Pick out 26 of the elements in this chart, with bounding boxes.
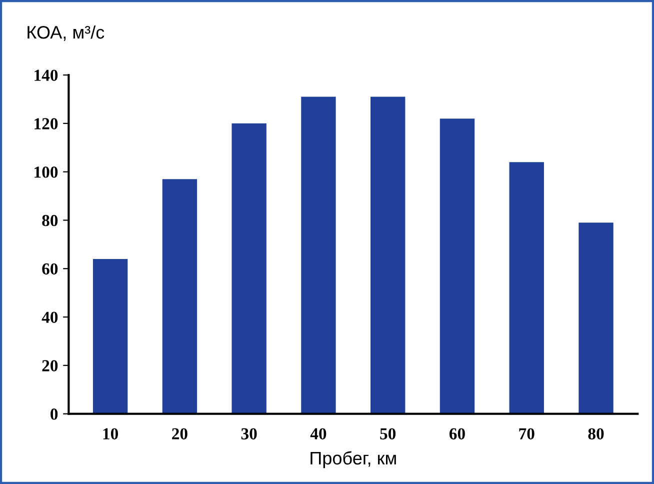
y-axis-title: КОА, м³/с — [28, 25, 104, 41]
x-tick-label: 60 — [449, 428, 465, 440]
bar — [509, 162, 544, 414]
bar — [232, 123, 266, 414]
y-tick-label: 40 — [42, 312, 58, 323]
x-tick-label: 20 — [172, 428, 188, 440]
x-tick-label: 40 — [310, 428, 326, 440]
x-tick-label: 10 — [103, 428, 118, 440]
bar — [92, 258, 128, 414]
y-tick-label: 20 — [42, 360, 58, 372]
bar — [440, 118, 475, 414]
x-tick-label: 30 — [241, 428, 257, 440]
bar — [162, 179, 198, 414]
x-tick-label: 80 — [588, 428, 604, 440]
y-tick-label: 60 — [42, 263, 58, 275]
bar — [578, 222, 614, 414]
y-tick-label: 140 — [34, 70, 58, 81]
x-tick-label: 50 — [380, 428, 396, 440]
bar — [370, 96, 406, 414]
y-tick-label: 100 — [34, 166, 58, 178]
x-tick-label: 70 — [519, 428, 534, 440]
bar — [301, 96, 336, 414]
y-tick-label: 120 — [34, 118, 58, 130]
x-axis-title: Пробег, км — [310, 451, 396, 468]
y-tick-label: 80 — [42, 214, 58, 226]
y-tick-label: 0 — [50, 408, 58, 420]
